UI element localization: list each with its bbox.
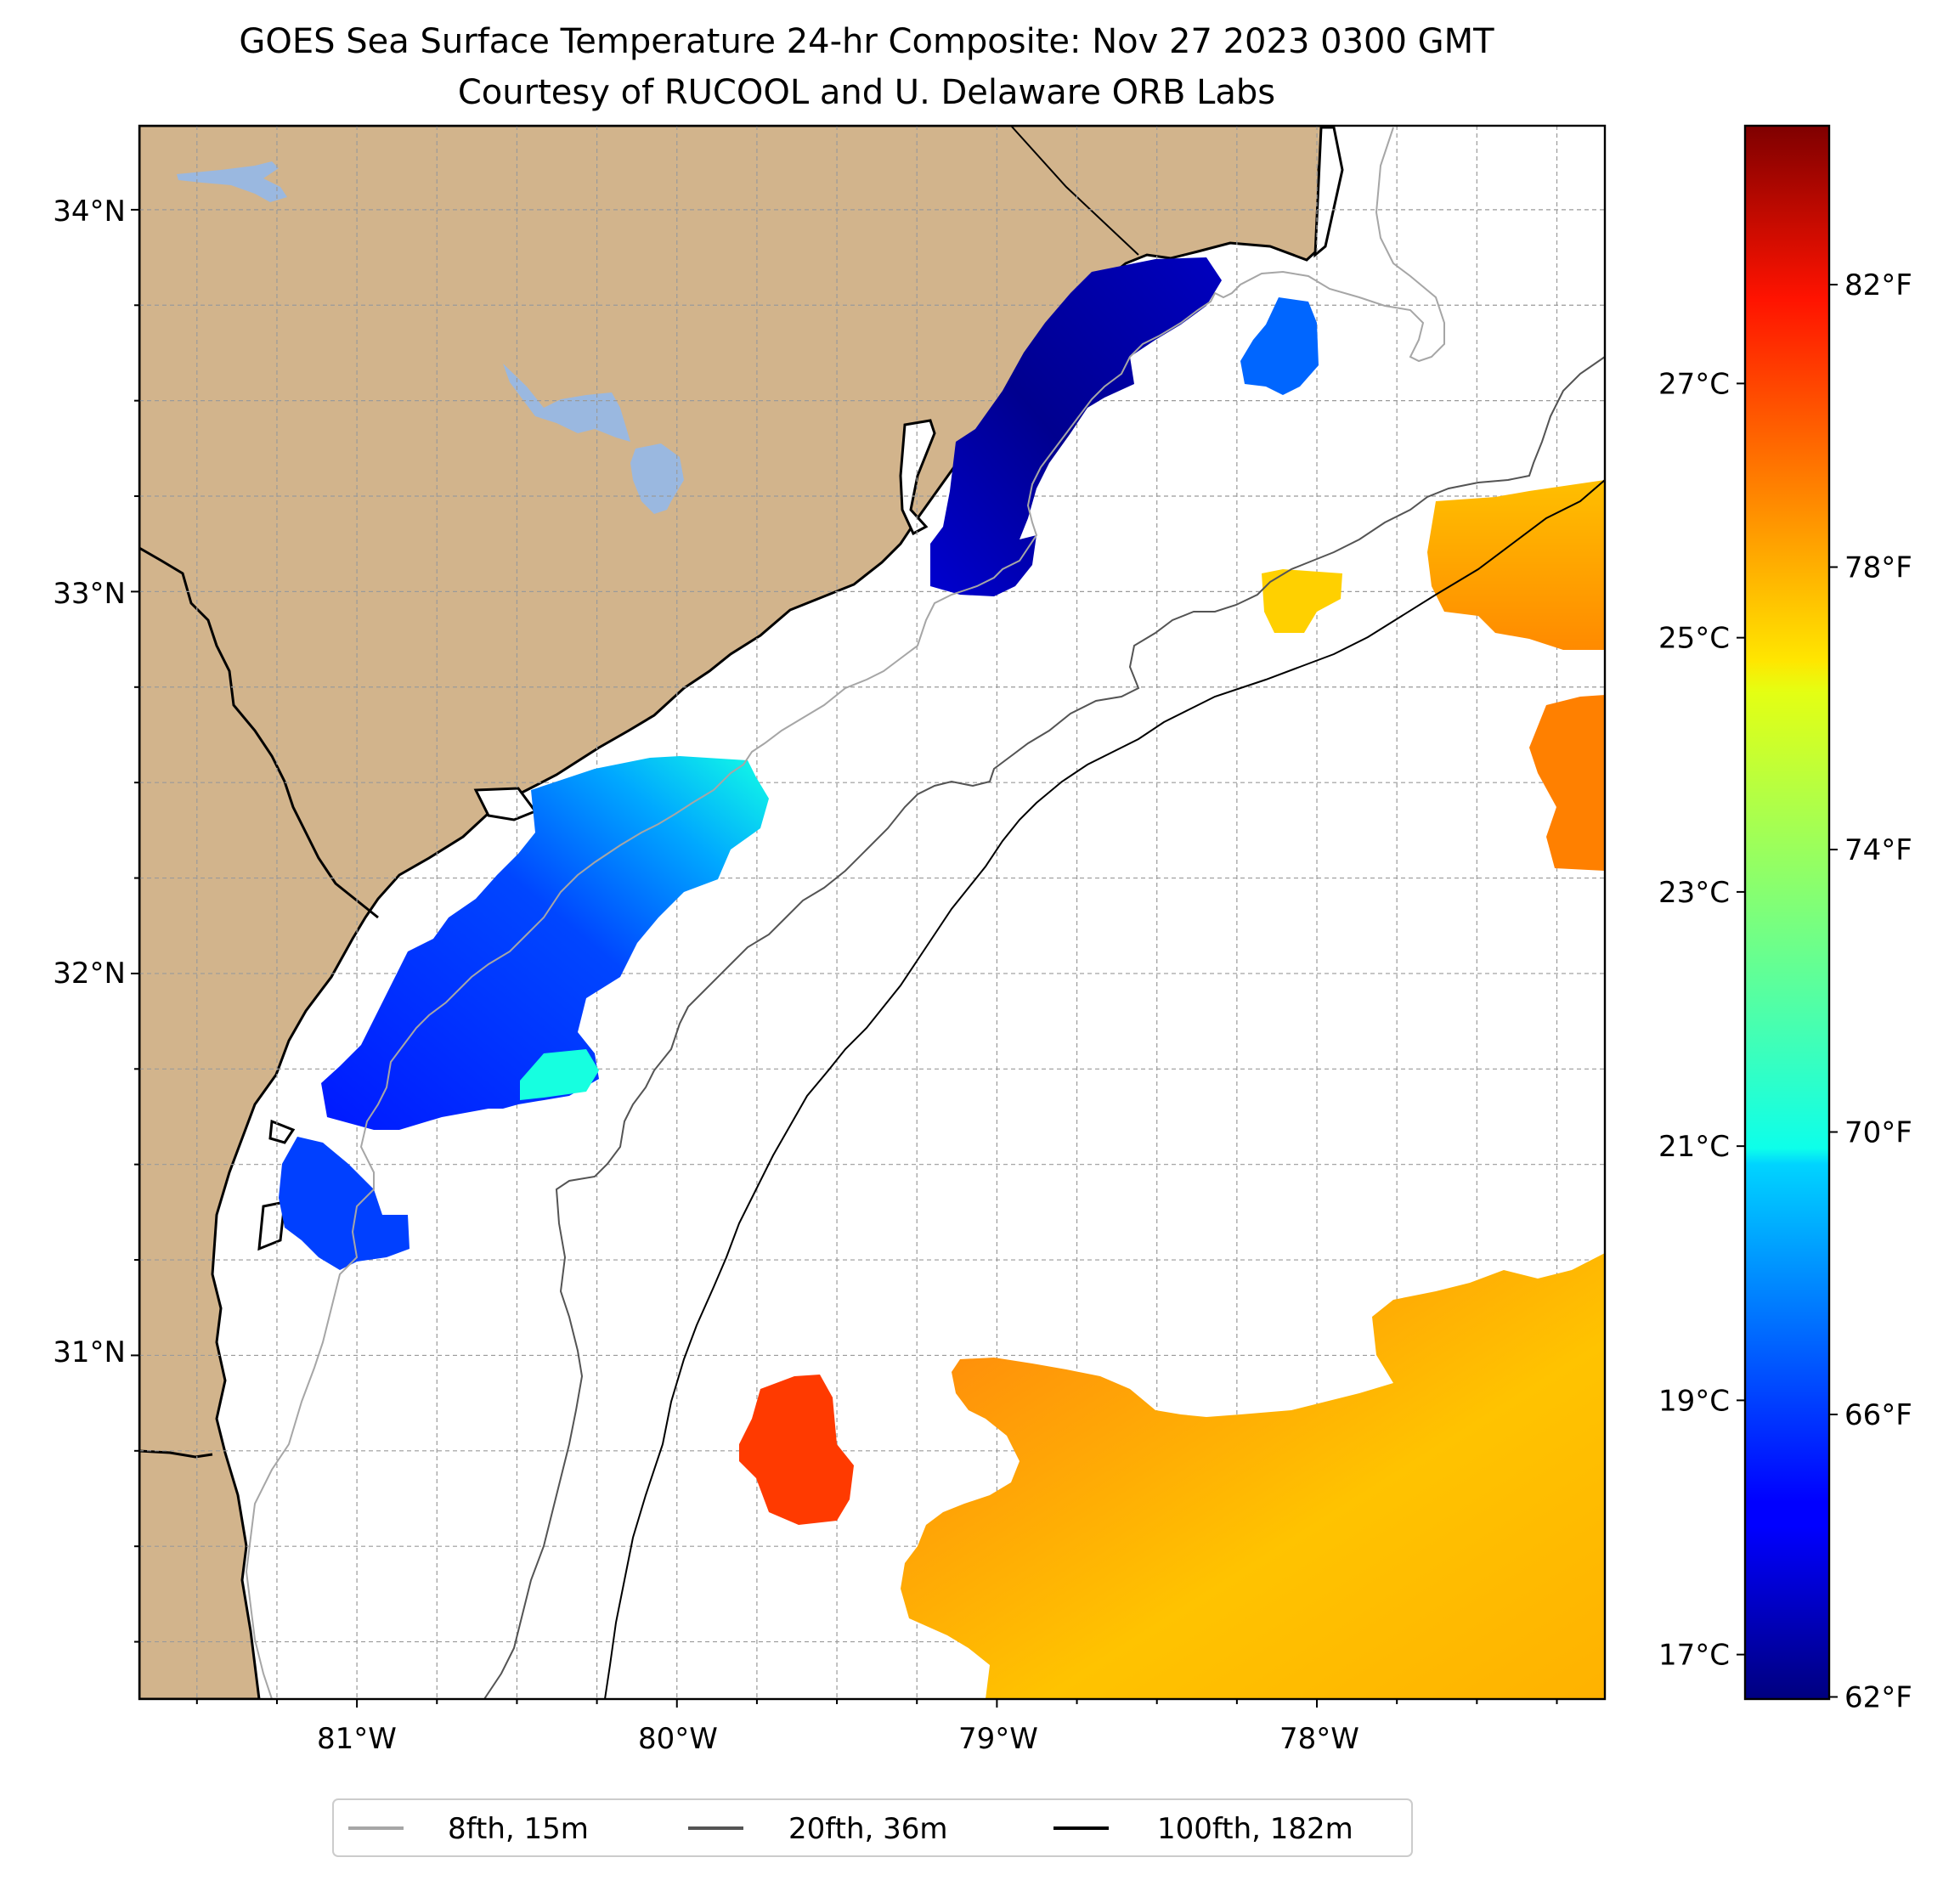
lat-label-33: 33°N	[53, 577, 126, 611]
colorbar-c-label: 27°C	[1658, 367, 1730, 401]
colorbar-f-label: 78°F	[1844, 551, 1912, 585]
isobath-182m	[604, 479, 1605, 1699]
map-frame	[138, 124, 1607, 1701]
lon-label-81: 81°W	[317, 1722, 397, 1756]
lon-label-80: 80°W	[638, 1722, 718, 1756]
colorbar-gradient	[1743, 124, 1831, 1701]
legend-label-15m: 8fth, 15m	[448, 1812, 589, 1846]
sst-patch-ga-south	[279, 1137, 410, 1270]
land-mass	[139, 126, 1329, 1699]
colorbar-f-label: 70°F	[1844, 1116, 1912, 1150]
sst-patch-offshore-nc	[1240, 297, 1319, 395]
colorbar-c-ticks: 27°C 25°C 23°C 21°C 19°C 17°C	[1658, 367, 1745, 1673]
colorbar-c-label: 19°C	[1658, 1384, 1730, 1418]
lat-label-34: 34°N	[53, 195, 126, 229]
sst-patch-yellow-small	[1262, 569, 1342, 633]
title-line-2: Courtesy of RUCOOL and U. Delaware ORB L…	[458, 73, 1275, 112]
lat-label-32: 32°N	[53, 957, 126, 991]
lon-label-79: 79°W	[958, 1722, 1038, 1756]
lon-label-78: 78°W	[1279, 1722, 1359, 1756]
isobath-36m	[483, 356, 1605, 1699]
colorbar-c-label: 21°C	[1658, 1130, 1730, 1164]
sst-patch-ga-coast	[321, 756, 769, 1130]
map-area	[139, 126, 1605, 1699]
sst-patch-east-upper	[1427, 480, 1605, 650]
lake	[177, 161, 287, 202]
colorbar-c-label: 25°C	[1658, 622, 1730, 656]
sst-patch-cyan-bit	[520, 1049, 599, 1100]
colorbar-c-label: 23°C	[1658, 876, 1730, 910]
sst-patch-sc-coast	[930, 257, 1222, 596]
colorbar-f-label: 82°F	[1844, 268, 1912, 302]
colorbar-f-label: 74°F	[1844, 833, 1912, 867]
isobath-15m	[245, 127, 1445, 1699]
colorbar: 82°F 78°F 74°F 70°F 66°F 62°F 27°C 25°C 23°C 21°…	[1658, 124, 1912, 1715]
title-line-1: GOES Sea Surface Temperature 24-hr Compo…	[239, 22, 1494, 61]
isobath-legend: 8fth, 15m 20fth, 36m 100fth, 182m	[332, 1798, 1413, 1857]
colorbar-f-ticks: 82°F 78°F 74°F 70°F 66°F 62°F	[1829, 268, 1912, 1715]
lat-label-31: 31°N	[53, 1335, 126, 1369]
map-axes: 34°N 33°N 32°N 31°N 81°W 80°W 79°W 78°W	[53, 195, 1558, 1756]
legend-label-36m: 20fth, 36m	[788, 1812, 948, 1846]
sst-patch-red	[739, 1375, 854, 1525]
colorbar-c-label: 17°C	[1658, 1639, 1730, 1673]
colorbar-f-label: 62°F	[1844, 1681, 1912, 1715]
sst-patch-east-mid	[1529, 695, 1605, 871]
sst-patch-south-large	[901, 1253, 1605, 1699]
colorbar-f-label: 66°F	[1844, 1398, 1912, 1432]
lake	[503, 364, 630, 442]
legend-label-182m: 100fth, 182m	[1157, 1812, 1353, 1846]
